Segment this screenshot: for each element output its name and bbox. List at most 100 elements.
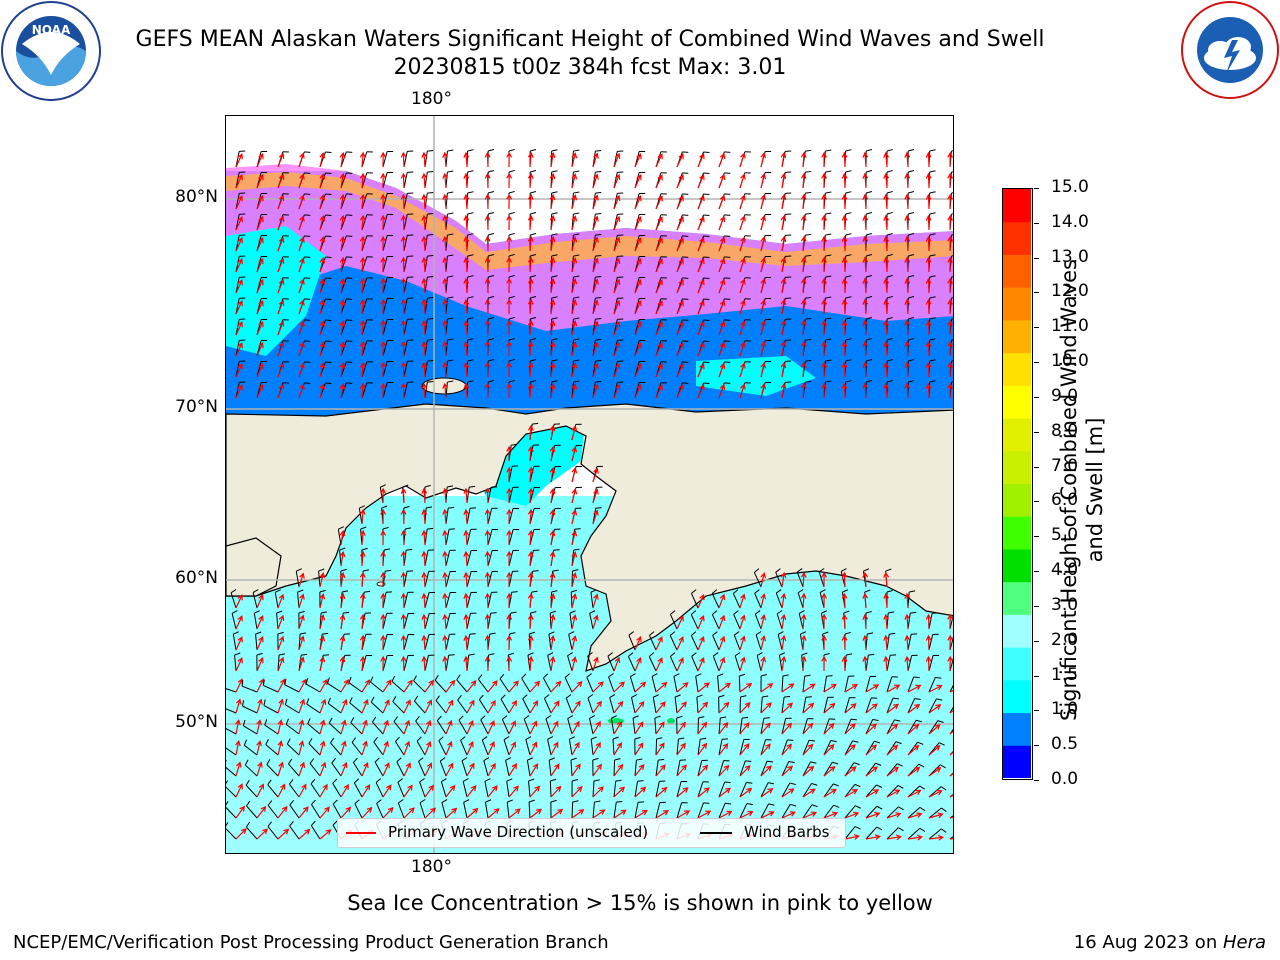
wave-arrow — [613, 300, 620, 315]
wave-arrow — [340, 342, 344, 357]
wave-arrow-head — [278, 635, 285, 642]
lat-label-60: 60°N — [175, 568, 218, 588]
wind-barb — [907, 698, 916, 714]
wave-arrow-head — [780, 235, 787, 243]
wind-barb-flag — [508, 316, 515, 320]
wave-arrow — [571, 573, 576, 588]
wave-arrow — [382, 700, 390, 714]
wind-barb-flag — [463, 799, 470, 803]
wind-barb-flag — [375, 778, 382, 783]
wind-barb — [776, 613, 783, 630]
wave-arrow-head — [511, 699, 517, 707]
wave-arrow-head — [339, 382, 346, 390]
wave-arrow — [529, 383, 532, 399]
wind-barb — [305, 683, 321, 693]
wave-arrow-head — [788, 788, 795, 794]
wave-arrow-head — [258, 237, 264, 244]
wind-barb — [391, 681, 405, 693]
wave-arrow-head — [925, 235, 932, 242]
wave-arrow — [781, 765, 793, 777]
wave-arrow — [529, 278, 532, 294]
wave-arrow — [486, 572, 489, 588]
wave-arrow — [423, 551, 426, 567]
wave-arrow-head — [506, 319, 513, 326]
wind-barb-flag — [460, 736, 466, 741]
wave-arrow — [298, 342, 304, 357]
wave-arrow — [634, 321, 642, 336]
wave-arrow — [823, 683, 837, 693]
wind-barb-flag — [548, 631, 555, 635]
wave-arrow-head — [362, 740, 368, 747]
wave-arrow-head — [400, 571, 407, 578]
wave-arrow-head — [620, 809, 627, 815]
wind-barb — [697, 760, 703, 777]
wind-barb — [310, 825, 321, 840]
wave-arrow-head — [484, 550, 491, 557]
wave-arrow-head — [449, 679, 456, 686]
wave-arrow-head — [947, 655, 953, 662]
wind-barb — [565, 697, 573, 714]
wave-arrow — [613, 681, 625, 693]
wave-arrow-head — [421, 550, 428, 557]
wave-arrow — [361, 509, 364, 525]
wind-barb — [403, 298, 408, 315]
wave-arrow — [298, 174, 304, 189]
wave-arrow — [571, 636, 576, 651]
wave-arrow — [928, 704, 941, 714]
wave-arrow — [550, 657, 554, 672]
map-panel[interactable] — [225, 115, 954, 854]
colorbar-band — [1003, 221, 1031, 255]
wave-arrow-head — [277, 740, 284, 747]
wave-arrow — [655, 658, 663, 672]
wave-arrow — [676, 154, 684, 168]
wind-barb-flag — [615, 779, 622, 782]
wind-barb — [298, 634, 301, 651]
wave-arrow — [906, 383, 909, 399]
wave-arrow-head — [386, 784, 392, 791]
wave-arrow-head — [925, 613, 932, 620]
wind-barb-flag — [886, 379, 893, 383]
wave-arrow-head — [740, 656, 746, 663]
wind-barb-flag — [447, 170, 454, 173]
wind-barb-flag — [867, 632, 874, 635]
wave-arrow-head — [442, 340, 449, 347]
wave-arrow — [676, 322, 684, 336]
wave-arrow-head — [421, 319, 428, 326]
wave-arrow-head — [527, 298, 534, 305]
wind-barb-flag — [840, 568, 847, 572]
wave-arrow-head — [904, 634, 911, 641]
wave-arrow-head — [841, 319, 848, 326]
wave-arrow-head — [800, 298, 807, 305]
wave-arrow — [718, 743, 729, 756]
wave-arrow-head — [278, 698, 284, 705]
wave-arrow — [256, 237, 264, 252]
wind-barb — [781, 782, 791, 798]
wave-arrow-head — [342, 698, 348, 706]
wind-barb — [263, 704, 279, 714]
wave-arrow — [739, 811, 753, 819]
wind-barb-flag — [447, 338, 454, 341]
wave-arrow-head — [359, 256, 366, 263]
wave-arrow — [256, 195, 264, 210]
wave-arrow — [844, 789, 858, 798]
wave-arrow — [277, 258, 284, 273]
wave-arrow-head — [862, 214, 869, 221]
wave-arrow-head — [904, 361, 911, 368]
wind-barb-flag — [508, 295, 515, 299]
wave-arrow-head — [593, 488, 599, 495]
colorbar-tick-label: 15.0 — [1051, 177, 1089, 197]
wave-arrow-head — [894, 684, 901, 690]
colorbar-band — [1003, 581, 1031, 615]
wave-arrow — [802, 811, 817, 819]
wind-barb — [949, 684, 953, 693]
wave-arrow — [844, 744, 856, 756]
wave-arrow-head — [364, 784, 371, 791]
wind-barb — [445, 613, 451, 630]
wave-arrow-head — [258, 258, 264, 265]
wind-barb-flag — [508, 148, 515, 152]
wave-arrow — [529, 786, 540, 798]
wave-arrow-head — [239, 805, 245, 812]
wave-arrow — [718, 195, 725, 210]
wave-arrow — [319, 279, 324, 294]
wind-barb-flag — [351, 737, 357, 743]
